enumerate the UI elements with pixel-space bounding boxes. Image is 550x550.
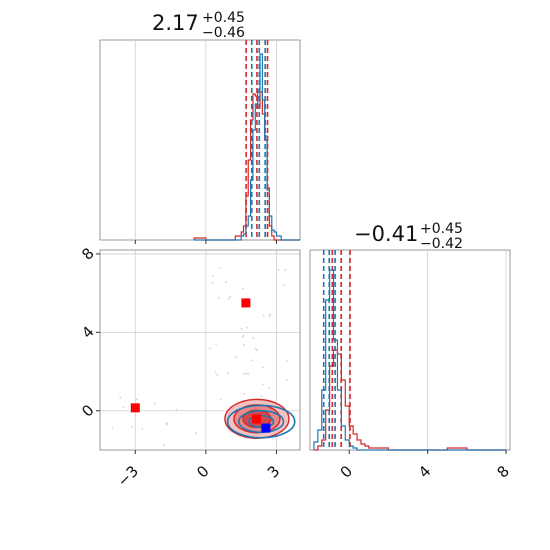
joint-sample-point [219,266,222,269]
joint-sample-point [254,347,257,350]
joint-sample-point [214,371,217,374]
joint-ytick-label-2: 8 [78,244,97,263]
joint-sample-point [243,393,245,396]
joint-sample-point [246,326,249,329]
joint-marker-2 [251,414,261,424]
joint-sample-point [153,402,156,405]
joint-sample-point [285,360,288,362]
joint-sample-point [242,334,245,337]
right-xtick-label-2: 8 [493,462,512,481]
blue-contour-inner [248,414,275,429]
joint-sample-point [268,315,271,318]
right-title-minus: −0.42 [420,236,463,252]
joint-sample-point [219,398,222,401]
joint-sample-point [247,372,250,375]
panel-joint-frame [99,249,301,451]
joint-sample-point [284,269,287,271]
joint-sample-point [256,349,258,352]
joint-sample-point [283,284,286,287]
joint-sample-point [119,396,122,399]
joint-sample-point [215,343,218,346]
joint-sample-point [252,337,255,339]
joint-sample-point [195,432,198,435]
joint-sample-point [244,372,247,375]
top-hist-series-0 [193,91,300,241]
right-title-plus: +0.45 [420,221,463,237]
blue-contour-outer [226,404,296,439]
joint-sample-point [227,297,230,300]
joint-marker-0 [241,298,251,308]
right-hist-series-1 [313,269,507,451]
joint-sample-point [242,287,244,290]
joint-sample-point [242,335,244,338]
joint-xtick-label-2: 3 [264,462,283,481]
joint-sample-point [269,313,272,316]
joint-sample-point [122,406,125,409]
joint-sample-point [225,281,227,283]
joint-xtick-label-0: −3 [114,462,142,490]
blue-contour-mid [238,409,285,434]
joint-sample-point [267,387,270,390]
joint-sample-point [131,425,133,428]
joint-sample-point [243,343,245,346]
joint-sample-point [260,395,263,397]
joint-sample-point [141,427,144,430]
joint-sample-point [217,296,220,299]
joint-sample-point [166,422,168,424]
joint-sample-point [227,372,230,375]
right-xtick-label-0: 0 [337,462,356,481]
top-title-value: 2.17 [152,11,199,35]
joint-sample-point [251,359,254,362]
joint-marker-1 [130,403,140,413]
right-xtick-label-1: 4 [415,462,434,481]
joint-sample-point [261,383,264,386]
joint-ytick-label-0: 0 [78,401,97,420]
panel-joint-scatter: −3 0 3 0 4 8 [78,244,301,490]
joint-sample-point [240,328,243,331]
top-hist-series-1 [194,53,300,241]
joint-sample-point [229,295,231,298]
joint-sample-point [211,275,214,277]
top-title-minus: −0.46 [202,25,245,41]
joint-ytick-label-1: 4 [78,323,97,342]
joint-sample-point [135,398,138,401]
joint-sample-point [285,379,288,382]
panel-top-histogram: 2.17 +0.45 −0.46 [99,10,301,244]
joint-marker-3 [261,423,271,433]
right-title-value: −0.41 [354,222,418,246]
joint-sample-point [216,374,219,377]
joint-sample-point [242,373,245,375]
joint-sample-point [175,409,178,411]
joint-xtick-label-1: 0 [193,462,212,481]
joint-sample-point [234,356,237,359]
joint-sample-point [111,427,114,430]
panel-right-frame [309,249,511,451]
panel-right-histogram: 0 4 8 −0.41 +0.45 −0.42 [309,221,513,482]
right-hist-series-0 [313,349,507,451]
joint-sample-point [165,423,168,426]
top-title-plus: +0.45 [202,10,245,26]
joint-sample-point [262,314,265,317]
joint-sample-point [261,366,264,369]
joint-sample-point [211,281,214,284]
joint-sample-point [277,269,280,272]
joint-sample-point [163,443,165,446]
joint-sample-point [209,347,211,350]
